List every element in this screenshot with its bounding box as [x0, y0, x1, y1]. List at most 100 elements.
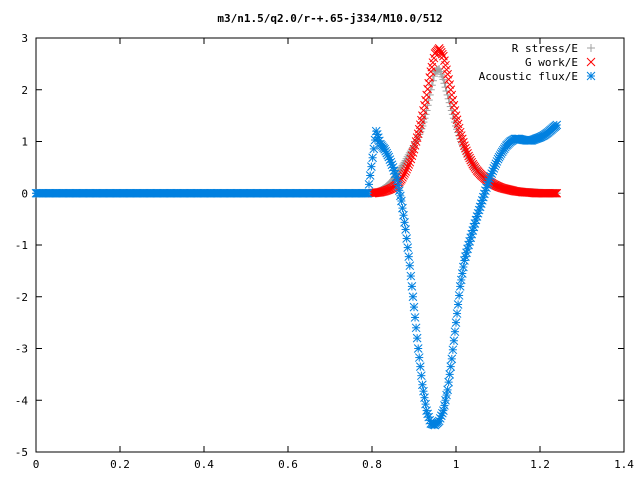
data-point — [465, 153, 475, 163]
data-point — [412, 333, 422, 343]
data-point — [369, 144, 379, 154]
data-point — [445, 80, 455, 89]
data-point — [456, 131, 466, 140]
data-point — [441, 395, 450, 405]
data-point — [392, 175, 402, 185]
data-point — [421, 95, 430, 105]
data-point — [440, 79, 449, 88]
data-point — [550, 188, 560, 198]
data-point — [415, 362, 425, 371]
data-point — [444, 75, 454, 84]
x-tick-label: 0.6 — [278, 458, 298, 471]
data-point — [405, 261, 415, 271]
data-point — [442, 390, 451, 400]
data-point — [454, 291, 464, 300]
legend-label: Acoustic flux/E — [479, 70, 578, 83]
data-point — [460, 141, 469, 150]
data-point — [367, 162, 376, 171]
y-tick-label: -3 — [15, 343, 28, 356]
data-point — [400, 169, 409, 178]
data-point — [450, 106, 460, 115]
y-tick-label: -5 — [15, 446, 28, 459]
data-point — [440, 401, 449, 410]
data-point — [453, 300, 463, 309]
data-point — [403, 162, 413, 172]
data-point — [463, 149, 472, 158]
data-point — [398, 203, 407, 213]
data-point — [393, 181, 403, 190]
legend-marker — [587, 44, 595, 52]
data-point — [449, 336, 459, 346]
x-tick-label: 1.2 — [530, 458, 550, 471]
data-point — [403, 243, 413, 252]
data-point — [407, 151, 417, 161]
y-tick-label: -1 — [15, 239, 28, 252]
data-point — [443, 385, 452, 395]
data-point — [420, 100, 429, 110]
data-point — [406, 271, 416, 281]
data-point — [448, 345, 458, 355]
x-tick-label: 1 — [453, 458, 460, 471]
data-point — [402, 164, 412, 174]
data-point — [447, 90, 457, 100]
data-point — [427, 81, 436, 90]
x-tick-label: 0.4 — [194, 458, 214, 471]
y-tick-label: 0 — [21, 187, 28, 200]
data-point — [409, 302, 419, 312]
data-point — [394, 186, 404, 196]
data-point — [365, 171, 375, 180]
y-axis: -5 -4 -3 -2 -1 0 1 2 3 — [15, 32, 624, 459]
data-point — [413, 344, 423, 353]
data-point — [457, 134, 467, 144]
data-point — [548, 188, 557, 198]
data-point — [455, 127, 465, 137]
data-point — [406, 154, 416, 164]
data-point — [421, 110, 430, 119]
data-point — [458, 137, 468, 147]
data-point — [448, 95, 458, 105]
data-point — [401, 167, 410, 176]
data-point — [405, 157, 415, 167]
x-axis: 0 0.2 0.4 0.6 0.8 1 1.2 1.4 — [33, 38, 634, 471]
x-tick-label: 0 — [33, 458, 40, 471]
data-point — [404, 160, 414, 169]
data-point — [399, 210, 408, 220]
data-point — [552, 120, 562, 130]
plot-area-frame — [35, 37, 625, 453]
y-tick-label: -4 — [15, 394, 29, 407]
legend-marker — [586, 71, 596, 81]
data-point — [466, 155, 476, 165]
x-tick-label: 1.4 — [614, 458, 634, 471]
data-point — [368, 153, 377, 163]
series-layer — [31, 43, 562, 430]
legend-marker — [586, 57, 596, 67]
chart-title: m3/n1.5/q2.0/r-+.65-j334/M10.0/512 — [217, 12, 442, 25]
x-tick-label: 0.8 — [362, 458, 382, 471]
data-point — [551, 188, 561, 198]
legend-label: G work/E — [525, 56, 578, 69]
legend-label: R stress/E — [512, 42, 578, 55]
data-point — [401, 225, 410, 234]
data-point — [474, 205, 484, 215]
data-point — [408, 148, 418, 157]
data-point — [449, 100, 459, 110]
data-point — [464, 151, 473, 161]
data-point — [462, 146, 471, 156]
data-point — [439, 75, 448, 84]
data-point — [400, 218, 409, 227]
data-point — [446, 362, 456, 371]
data-point — [552, 188, 562, 198]
y-tick-label: 2 — [21, 84, 28, 97]
series-3 — [31, 120, 562, 430]
data-point — [443, 69, 452, 79]
data-point — [404, 252, 414, 261]
y-tick-label: 3 — [21, 32, 28, 45]
data-point — [407, 282, 417, 291]
y-tick-label: -2 — [15, 291, 28, 304]
data-point — [364, 180, 374, 189]
data-point — [414, 353, 424, 362]
data-point — [395, 191, 405, 201]
data-point — [402, 234, 412, 243]
data-point — [419, 106, 428, 115]
